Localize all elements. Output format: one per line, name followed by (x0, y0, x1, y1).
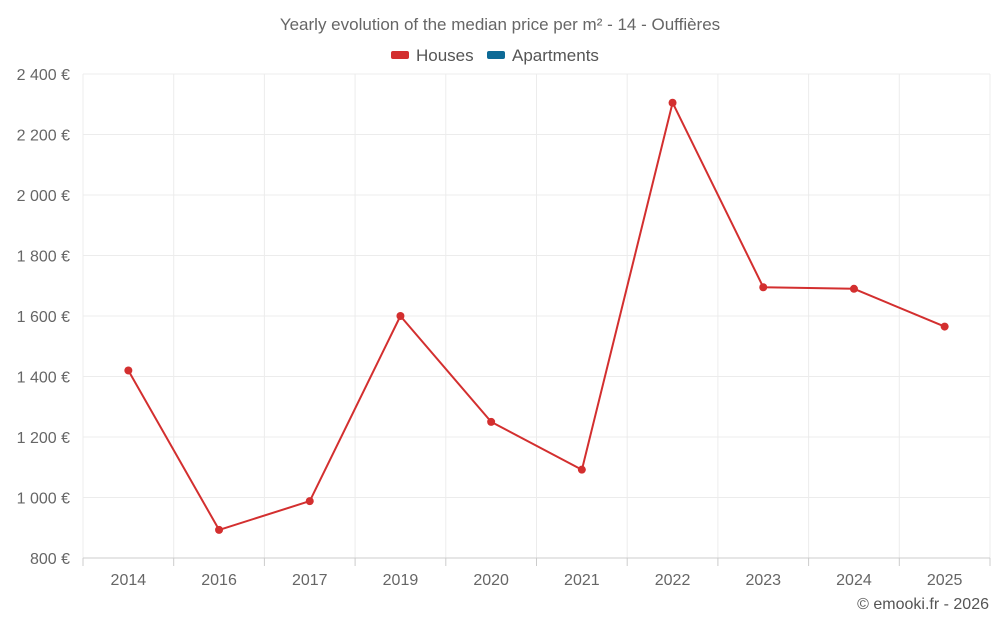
series-houses (124, 98, 949, 534)
houses-line (127, 101, 945, 531)
houses-point[interactable] (124, 366, 133, 375)
grid (82, 73, 991, 558)
chart-title: Yearly evolution of the median price per… (280, 15, 720, 34)
y-tick-label: 1 800 € (17, 249, 70, 266)
legend-swatch-apartments[interactable] (487, 51, 505, 59)
legend-label-houses[interactable]: Houses (416, 46, 474, 65)
houses-point[interactable] (759, 283, 768, 292)
x-axis: 2014 2016 2017 2019 2020 2021 2022 2023 2024 2025 (82, 557, 991, 589)
x-tick-label: 2023 (745, 572, 781, 589)
y-tick-label: 800 € (30, 551, 70, 568)
legend-label-apartments[interactable]: Apartments (512, 46, 599, 65)
legend: Houses Apartments (391, 46, 599, 65)
y-tick-label: 2 000 € (17, 188, 70, 205)
y-axis: 800 € 1 000 € 1 200 € 1 400 € 1 600 € 1 800 €… (17, 67, 70, 568)
x-tick-label: 2016 (201, 572, 237, 589)
houses-point[interactable] (487, 417, 496, 426)
x-tick-label: 2019 (383, 572, 419, 589)
houses-point[interactable] (396, 312, 405, 320)
houses-point[interactable] (849, 284, 858, 293)
x-tick-label: 2022 (655, 572, 691, 589)
houses-point[interactable] (215, 525, 224, 534)
legend-swatch-houses[interactable] (391, 51, 409, 59)
y-tick-label: 1 000 € (17, 491, 70, 508)
x-tick-label: 2020 (473, 572, 509, 589)
houses-point[interactable] (668, 98, 677, 107)
houses-point[interactable] (577, 465, 586, 474)
x-tick-label: 2017 (292, 572, 328, 589)
y-tick-label: 1 400 € (17, 370, 70, 387)
houses-point[interactable] (940, 322, 949, 331)
x-tick-label: 2024 (836, 572, 872, 589)
y-tick-label: 1 200 € (17, 430, 70, 447)
credit-text[interactable]: © emooki.fr - 2026 (857, 596, 989, 613)
x-tick-label: 2021 (564, 572, 600, 589)
y-tick-label: 2 200 € (17, 128, 70, 145)
x-tick-label: 2025 (927, 572, 963, 589)
x-tick-label: 2014 (111, 572, 147, 589)
y-tick-label: 1 600 € (17, 309, 70, 326)
y-tick-label: 2 400 € (17, 67, 70, 84)
houses-point[interactable] (305, 497, 314, 506)
